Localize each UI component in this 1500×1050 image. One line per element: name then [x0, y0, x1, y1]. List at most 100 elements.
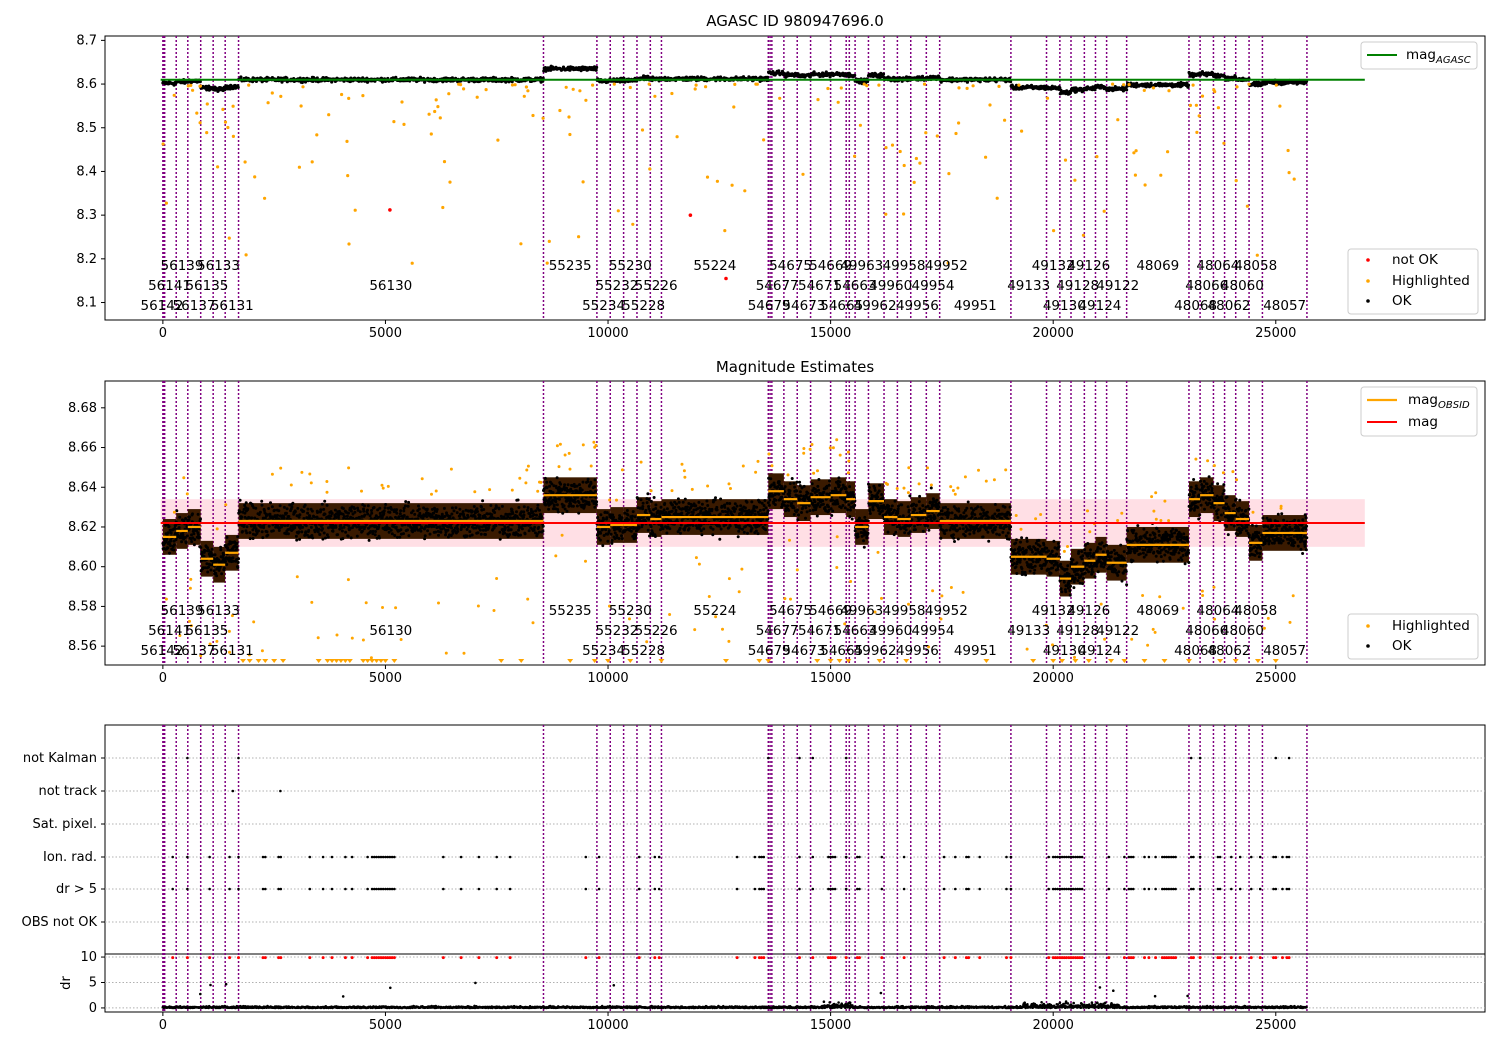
obsid-label: 54669	[809, 603, 852, 619]
y-tick-label: 8.7	[76, 33, 97, 48]
obsid-label: 56139	[161, 603, 204, 619]
obsid-label: 55226	[635, 623, 678, 639]
obsid-label: 56135	[185, 623, 228, 639]
y-tick-label: 8.2	[76, 252, 97, 267]
flag-row-label: dr > 5	[56, 882, 97, 897]
y-tick-label: 8.68	[68, 401, 97, 416]
obsid-label: 49133	[1007, 623, 1050, 639]
obsid-label: 54663	[834, 623, 877, 639]
off-scale-marker	[627, 659, 634, 663]
off-scale-marker	[342, 659, 349, 663]
off-scale-marker	[591, 659, 598, 663]
obsid-label: 55230	[609, 258, 652, 274]
flag-row-label: OBS not OK	[22, 915, 98, 930]
kalman-track-points	[186, 756, 1291, 793]
obsid-label: 54671	[798, 278, 841, 294]
x-tick-label: 5000	[369, 671, 402, 686]
off-scale-marker	[765, 659, 772, 663]
not-ok-point	[724, 276, 728, 281]
obsid-label: 56131	[211, 298, 254, 314]
off-scale-marker	[324, 659, 331, 663]
legend-mag-obsid: magOBSID	[1408, 392, 1470, 411]
obsid-label: 54675	[769, 603, 812, 619]
obsid-label: 55235	[549, 603, 592, 619]
off-scale-marker	[369, 659, 376, 663]
off-scale-marker	[1161, 659, 1168, 663]
obsid-label: 54675	[769, 258, 812, 274]
obsid-label: 55226	[635, 278, 678, 294]
flag-row-label: Ion. rad.	[43, 850, 97, 865]
obsid-label: 49956	[896, 298, 939, 314]
obsid-label: 49122	[1096, 278, 1139, 294]
off-scale-marker	[605, 659, 612, 663]
panel-3-frame	[104, 724, 1486, 1013]
off-scale-marker	[1217, 659, 1224, 663]
x-tick-label: 5000	[369, 1018, 402, 1033]
obsid-label: 48069	[1136, 258, 1179, 274]
off-scale-marker	[262, 659, 269, 663]
off-scale-marker	[378, 659, 384, 663]
obsid-label: 48064	[1196, 603, 1239, 619]
legend-mag-agasc: magAGASC	[1406, 47, 1471, 66]
off-scale-marker	[1085, 659, 1092, 663]
off-scale-marker	[1030, 659, 1037, 663]
off-scale-marker	[337, 659, 344, 663]
off-scale-marker	[1272, 659, 1279, 663]
obsid-label: 56133	[197, 603, 240, 619]
panel-1-frame	[104, 35, 1486, 321]
obsid-label: 49126	[1067, 603, 1110, 619]
off-scale-marker	[1050, 659, 1057, 663]
off-scale-marker	[723, 659, 729, 663]
obsid-label: 56135	[185, 278, 228, 294]
legend-mag-mean: mag	[1408, 414, 1438, 430]
obsid-label: 55228	[622, 298, 665, 314]
obsid-label: 48066	[1185, 278, 1228, 294]
off-scale-marker	[360, 659, 367, 663]
highlighted-points	[161, 82, 1296, 265]
x-tick-label: 10000	[587, 1018, 628, 1033]
off-scale-marker	[827, 659, 834, 663]
obsid-label: 49952	[925, 258, 968, 274]
flag-points	[171, 855, 1291, 891]
obsid-label: 55230	[609, 603, 652, 619]
x-tick-label: 15000	[810, 326, 851, 341]
flags-panel: not Kalman not track Sat. pixel. Ion. rad. d…	[22, 724, 1486, 1033]
panel-1-title: AGASC ID 980947696.0	[706, 12, 884, 30]
obsid-label: 54671	[798, 623, 841, 639]
obsid-label: 55235	[549, 258, 592, 274]
legend-ok: OK	[1392, 293, 1413, 309]
x-tick-label: 0	[159, 1018, 167, 1033]
legend-ok-2: OK	[1392, 638, 1413, 654]
obsid-label: 49963	[840, 258, 883, 274]
off-scale-marker	[280, 659, 287, 663]
off-scale-marker	[391, 659, 398, 663]
obsid-label: 56137	[173, 298, 216, 314]
off-scale-marker	[876, 659, 883, 663]
obsid-label: 54665	[820, 643, 863, 659]
dr-ok-points	[161, 981, 1308, 1010]
off-scale-marker	[1059, 659, 1066, 663]
not-ok-point	[688, 213, 693, 217]
x-tick-label: 25000	[1255, 326, 1296, 341]
off-scale-marker	[903, 659, 910, 663]
obsid-label: 49132	[1032, 258, 1075, 274]
legend-agasc: magAGASC	[1360, 41, 1478, 70]
obsid-label: 56133	[197, 258, 240, 274]
off-scale-marker	[1232, 659, 1239, 663]
flag-row-label: not track	[38, 784, 97, 799]
data-points	[161, 64, 1309, 281]
obsid-label: 49130	[1043, 298, 1086, 314]
obsid-label: 54669	[809, 258, 852, 274]
dr-tick-label: 5	[89, 975, 97, 990]
off-scale-marker	[518, 659, 525, 663]
y-tick-label: 8.62	[68, 520, 97, 535]
obsid-label: 48066	[1185, 623, 1228, 639]
obsid-label: 48057	[1263, 298, 1306, 314]
off-scale-marker	[271, 659, 278, 663]
obsid-label: 54673	[782, 298, 825, 314]
legend-not-ok: not OK	[1392, 252, 1439, 268]
off-scale-marker	[658, 659, 665, 663]
legend-mag: magOBSID mag	[1360, 386, 1478, 437]
obsid-label: 55232	[595, 623, 638, 639]
off-scale-marker	[333, 659, 340, 663]
